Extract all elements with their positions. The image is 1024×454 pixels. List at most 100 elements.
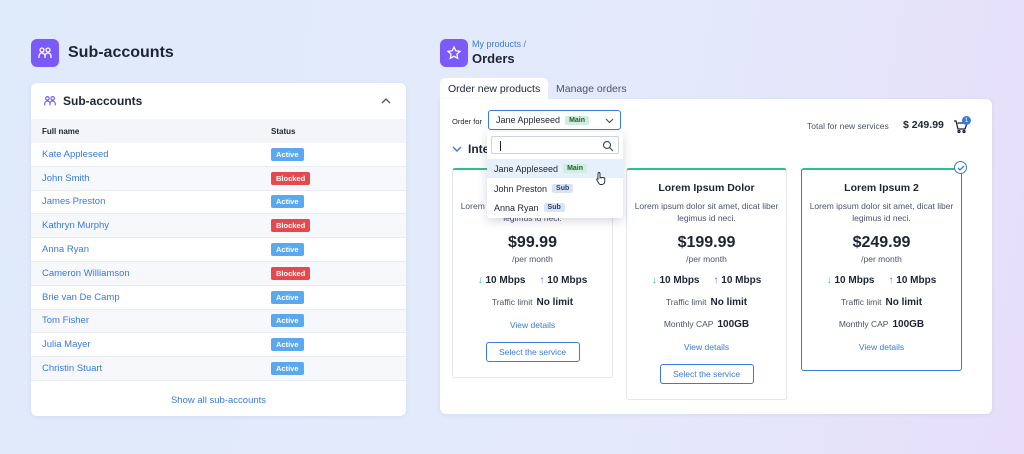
sub-account-name-link[interactable]: Tom Fisher (42, 315, 89, 327)
sub-accounts-icon (31, 39, 59, 67)
monthly-cap: Monthly CAP 100GB (627, 319, 786, 330)
upload-speed: 10 Mbps (896, 275, 937, 286)
table-row: Kate Appleseed Active (31, 143, 406, 167)
plan-name: Lorem Ipsum 2 (844, 182, 919, 194)
account-select[interactable]: Jane Appleseed Main (488, 110, 621, 130)
dropdown-option-3[interactable]: Anna Ryan Sub (487, 198, 623, 217)
traffic-limit-label: Traffic limit (665, 297, 707, 307)
status-badge: Active (271, 147, 304, 161)
sub-accounts-card: Sub-accounts Full name Status Kate Apple… (31, 83, 406, 416)
column-header-status: Status (271, 126, 296, 136)
section-header[interactable]: Inte (452, 142, 489, 156)
column-header-name: Full name (42, 126, 80, 136)
plan-speeds: ↓ 10 Mbps ↑ 10 Mbps (802, 275, 961, 286)
table-row: Brie van De Camp Active (31, 286, 406, 310)
status-badge: Active (271, 243, 304, 257)
sub-account-name-link[interactable]: Julia Mayer (42, 339, 91, 351)
sub-account-name-link[interactable]: Anna Ryan (42, 244, 90, 256)
status-badge: Active (271, 338, 304, 352)
view-details-link[interactable]: View details (683, 342, 730, 352)
monthly-cap: Monthly CAP 100GB (802, 319, 961, 330)
text-caret (500, 141, 501, 151)
hand-cursor-icon (596, 172, 606, 185)
status-badge: Active (271, 195, 304, 209)
plan-period: /per month (686, 254, 727, 264)
sub-tag: Sub (552, 184, 574, 193)
plan-speeds: ↓ 10 Mbps ↑ 10 Mbps (453, 275, 612, 286)
orders-title: Orders (472, 51, 515, 66)
plan-card-3-selected[interactable]: Lorem Ipsum 2 Lorem ipsum dolor sit amet… (801, 168, 962, 371)
monthly-cap-value: 100GB (892, 319, 925, 330)
table-row: Christin Stuart Active (31, 357, 406, 381)
plan-card-2: Lorem Ipsum Dolor Lorem ipsum dolor sit … (626, 168, 787, 400)
download-speed: 10 Mbps (485, 275, 526, 286)
traffic-limit: Traffic limit No limit (453, 297, 612, 308)
star-icon (440, 39, 468, 67)
sub-account-name-link[interactable]: Cameron Williamson (42, 267, 130, 279)
traffic-limit-label: Traffic limit (491, 297, 533, 307)
option-name: Anna Ryan (494, 202, 539, 213)
upload-speed: 10 Mbps (721, 275, 762, 286)
chevron-up-icon[interactable] (380, 95, 392, 107)
sub-account-name-link[interactable]: Brie van De Camp (42, 291, 120, 303)
select-service-button[interactable]: Select the service (485, 342, 580, 362)
status-badge: Active (271, 362, 304, 376)
download-speed: 10 Mbps (659, 275, 700, 286)
table-row: Kathryn Murphy Blocked (31, 214, 406, 239)
search-icon (602, 140, 614, 152)
sub-account-name-link[interactable]: Christin Stuart (42, 363, 103, 375)
sub-tag: Sub (543, 203, 565, 212)
dropdown-option-1[interactable]: Jane Appleseed Main (487, 159, 623, 178)
table-header: Full name Status (31, 119, 406, 143)
monthly-cap-value: 100GB (717, 319, 750, 330)
traffic-limit-label: Traffic limit (840, 297, 882, 307)
order-for-label: Order for (452, 117, 483, 126)
table-row: Anna Ryan Active (31, 238, 406, 262)
total-label: Total for new services (807, 121, 889, 131)
tab-manage-orders[interactable]: Manage orders (556, 83, 627, 95)
monthly-cap-label: Monthly CAP (838, 319, 889, 329)
dropdown-option-2[interactable]: John Preston Sub (487, 179, 623, 198)
arrow-down-icon: ↓ (651, 275, 657, 286)
option-name: John Preston (494, 183, 548, 194)
main-tag: Main (563, 164, 588, 173)
upload-speed: 10 Mbps (547, 275, 588, 286)
tab-order-new-products[interactable]: Order new products (440, 78, 549, 100)
sub-account-name-link[interactable]: Kathryn Murphy (42, 220, 110, 232)
people-icon (44, 96, 56, 106)
table-row: Cameron Williamson Blocked (31, 261, 406, 286)
arrow-up-icon: ↑ (888, 275, 894, 286)
plan-price: $199.99 (677, 234, 736, 251)
arrow-down-icon: ↓ (477, 275, 483, 286)
sub-account-name-link[interactable]: John Smith (42, 172, 90, 184)
status-badge: Active (271, 314, 304, 328)
option-name: Jane Appleseed (494, 163, 559, 174)
main-tag: Main (565, 115, 590, 125)
card-title: Sub-accounts (63, 94, 143, 108)
total-value: $ 249.99 (903, 119, 944, 131)
sub-account-name-link[interactable]: James Preston (42, 196, 106, 208)
view-details-link[interactable]: View details (858, 342, 905, 352)
dropdown-search-input[interactable] (491, 136, 619, 154)
view-details-link[interactable]: View details (509, 320, 556, 330)
plan-price: $249.99 (852, 234, 911, 251)
plan-period: /per month (861, 254, 902, 264)
sub-accounts-card-header[interactable]: Sub-accounts (31, 83, 406, 119)
traffic-limit-value: No limit (885, 297, 923, 308)
show-all-link[interactable]: Show all sub-accounts (170, 395, 267, 406)
account-dropdown: Jane Appleseed Main John Preston Sub Ann… (487, 132, 623, 218)
table-row: James Preston Active (31, 191, 406, 215)
breadcrumb[interactable]: My products / (472, 39, 527, 49)
plan-price: $99.99 (508, 234, 557, 251)
select-service-button[interactable]: Select the service (659, 364, 754, 384)
plan-speeds: ↓ 10 Mbps ↑ 10 Mbps (627, 275, 786, 286)
sub-account-name-link[interactable]: Kate Appleseed (42, 148, 109, 160)
status-badge: Blocked (271, 266, 311, 280)
check-icon (954, 161, 967, 174)
arrow-up-icon: ↑ (713, 275, 719, 286)
plan-description: Lorem ipsum dolor sit amet, dicat liber … (809, 201, 954, 223)
arrow-up-icon: ↑ (539, 275, 545, 286)
status-badge: Blocked (271, 171, 311, 185)
plan-description: Lorem ipsum dolor sit amet, dicat liber … (634, 201, 779, 223)
selected-account-name: Jane Appleseed (496, 115, 561, 125)
